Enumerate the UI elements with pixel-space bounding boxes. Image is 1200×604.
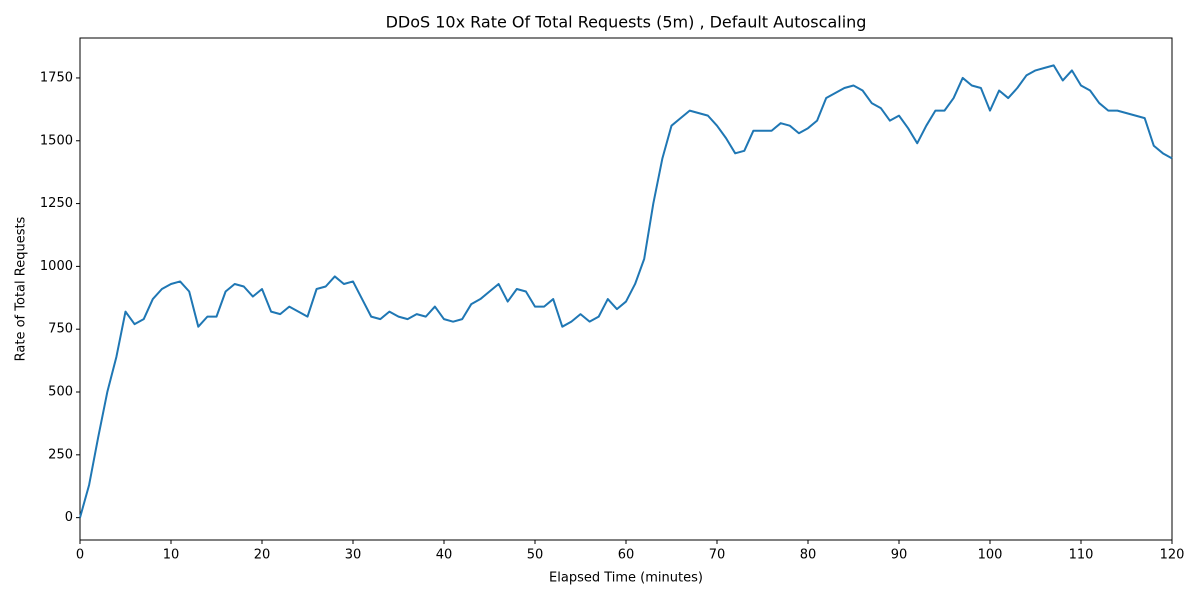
y-tick-label: 1000 (40, 259, 73, 274)
x-tick-label: 40 (436, 548, 453, 563)
x-tick-label: 80 (800, 548, 817, 563)
y-tick-label: 1250 (40, 196, 73, 211)
chart-title: DDoS 10x Rate Of Total Requests (5m) , D… (386, 13, 867, 32)
y-tick-label: 250 (48, 447, 73, 462)
plot-frame (79, 37, 1173, 541)
x-tick-label: 100 (978, 548, 1003, 563)
y-tick-label: 0 (65, 510, 73, 525)
x-axis-label: Elapsed Time (minutes) (549, 571, 703, 586)
y-tick-label: 1750 (40, 70, 73, 85)
x-tick-label: 50 (527, 548, 544, 563)
x-tick-label: 20 (254, 548, 271, 563)
x-tick-label: 70 (709, 548, 726, 563)
x-tick-label: 60 (618, 548, 635, 563)
x-tick-label: 120 (1160, 548, 1185, 563)
x-tick-label: 110 (1069, 548, 1094, 563)
y-tick-label: 500 (48, 385, 73, 400)
x-tick-label: 0 (76, 548, 84, 563)
y-tick-label: 750 (48, 322, 73, 337)
y-tick-label: 1500 (40, 133, 73, 148)
y-axis-label: Rate of Total Requests (14, 216, 29, 361)
line-series (79, 64, 1173, 518)
x-tick-label: 10 (163, 548, 180, 563)
x-tick-label: 30 (345, 548, 362, 563)
x-tick-label: 90 (891, 548, 908, 563)
